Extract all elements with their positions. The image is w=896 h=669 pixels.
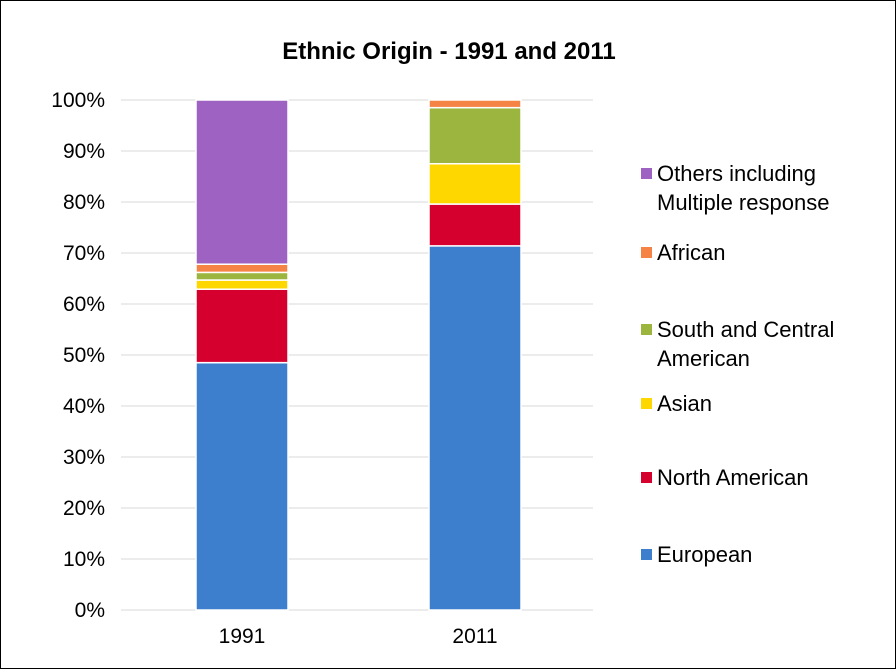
chart-title: Ethnic Origin - 1991 and 2011 xyxy=(282,38,615,65)
y-tick-label: 50% xyxy=(63,344,105,367)
y-tick-label: 10% xyxy=(63,548,105,571)
bar-segment xyxy=(195,99,289,265)
y-tick-label: 80% xyxy=(63,191,105,214)
y-tick-label: 0% xyxy=(75,599,105,622)
bar-segment xyxy=(428,245,522,611)
bar-segment xyxy=(428,99,522,109)
legend-label: Others including Multiple response xyxy=(657,161,829,215)
bar-segment xyxy=(195,263,289,274)
y-tick-label: 40% xyxy=(63,395,105,418)
legend-label: African xyxy=(657,240,725,265)
legend-label: Asian xyxy=(657,391,712,416)
bar-segment xyxy=(195,361,289,611)
y-tick-label: 100% xyxy=(51,89,105,112)
legend-label: European xyxy=(657,542,752,567)
y-tick-label: 60% xyxy=(63,293,105,316)
bar-segment xyxy=(428,163,522,205)
bar-segment xyxy=(195,288,289,364)
legend-swatch xyxy=(641,549,652,560)
y-tick-label: 70% xyxy=(63,242,105,265)
legend-swatch xyxy=(641,398,652,409)
gridlines xyxy=(121,99,593,611)
legend-swatch xyxy=(641,247,652,258)
legend-swatch xyxy=(641,472,652,483)
legend-label: South and Central American xyxy=(657,317,834,371)
legend-swatch xyxy=(641,168,652,179)
bar-segment xyxy=(195,279,289,290)
y-tick-label: 20% xyxy=(63,497,105,520)
x-tick-label: 1991 xyxy=(219,625,266,648)
bars xyxy=(195,99,522,611)
y-tick-label: 90% xyxy=(63,140,105,163)
y-axis-ticks: 0% 10% 20% 30% 40% 50% 60% 70% 80% 90% 100% xyxy=(51,89,105,622)
y-tick-label: 30% xyxy=(63,446,105,469)
legend: Others including Multiple response African… xyxy=(641,161,834,567)
bar-segment xyxy=(195,271,289,281)
bar-segment xyxy=(428,106,522,165)
legend-label: North American xyxy=(657,465,809,490)
legend-swatch xyxy=(641,324,652,335)
x-tick-label: 2011 xyxy=(452,625,497,648)
x-axis-ticks: 1991 2011 xyxy=(219,625,498,648)
bar-segment xyxy=(428,203,522,247)
